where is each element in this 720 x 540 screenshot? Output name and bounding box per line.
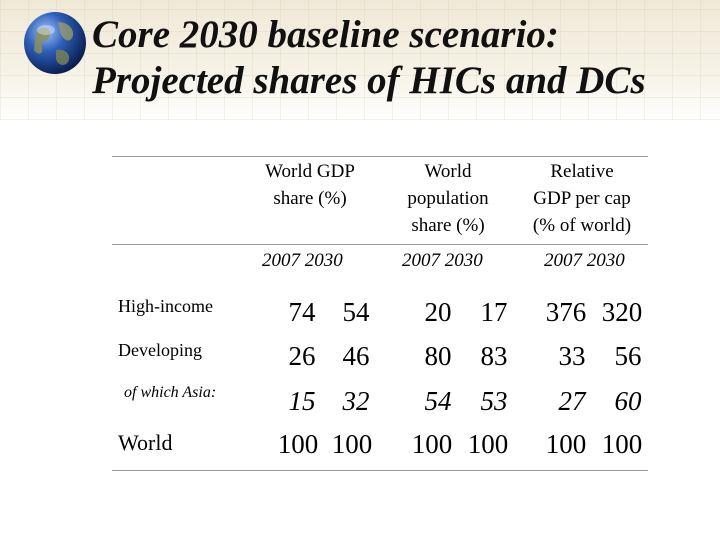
table-cell: 54 [424,386,452,416]
table-cell: 54 [342,297,370,327]
title-line-2: Projected shares of HICs and DCs [92,59,646,102]
table-cell: 20 [424,297,452,327]
background-map [0,0,720,120]
table-cell: 100 [277,429,319,459]
table-cell: 100 [331,429,373,459]
row-label-world: World [118,430,173,455]
row-label-asia: of which Asia: [124,384,217,401]
table-cell: 46 [342,341,370,371]
table-cell: 100 [467,429,509,459]
table-top-rule [112,156,648,157]
column-header-line: Relative [550,161,614,182]
table-cell: 100 [411,429,453,459]
table-cell: 100 [545,429,587,459]
table-cell: 33 [558,341,586,371]
column-header-line: share (%) [411,215,485,236]
table-cell: 17 [480,297,508,327]
table-cell: 320 [601,297,643,327]
year-header-gdp: 2007 2030 [262,250,343,271]
column-header-relative-gdp: Relative GDP per cap (% of world) [512,158,652,239]
row-label-high-income: High-income [118,296,213,316]
column-header-line: population [407,188,489,209]
table-cell: 100 [601,429,643,459]
table-cell: 376 [545,297,587,327]
table-cell: 53 [480,386,508,416]
table-cell: 80 [424,341,452,371]
column-header-gdp: World GDP share (%) [240,158,380,212]
column-header-line: World GDP [265,161,355,182]
page-title: Core 2030 baseline scenario: Projected s… [92,12,646,104]
title-line-1: Core 2030 baseline scenario: [92,13,559,56]
column-header-population: World population share (%) [378,158,518,239]
year-header-relative-gdp: 2007 2030 [544,250,625,271]
table-cell: 83 [480,341,508,371]
column-header-line: share (%) [273,188,347,209]
table-header-rule [112,244,648,245]
column-header-line: World [424,161,472,182]
table-cell: 74 [288,297,316,327]
table-cell: 32 [342,386,370,416]
row-label-developing: Developing [118,340,202,360]
column-header-line: (% of world) [532,215,632,236]
year-header-population: 2007 2030 [402,250,483,271]
table-cell: 60 [614,386,642,416]
table-bottom-rule [112,470,648,471]
column-header-line: GDP per cap [533,188,631,209]
table-cell: 26 [288,341,316,371]
table-cell: 56 [614,341,642,371]
table-cell: 27 [558,386,586,416]
table-cell: 15 [288,386,316,416]
globe-icon [24,12,86,74]
